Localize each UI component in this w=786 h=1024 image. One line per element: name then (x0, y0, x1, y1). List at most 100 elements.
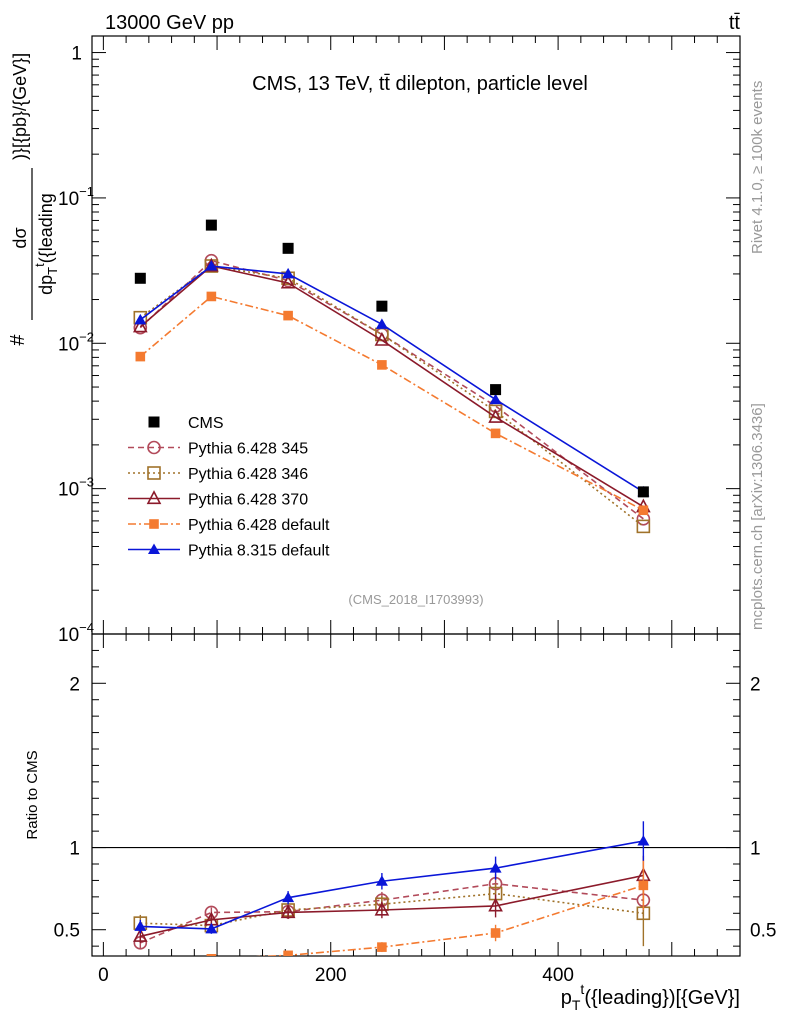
legend-label: Pythia 6.428 370 (188, 492, 308, 509)
main-series-line (139, 295, 644, 511)
ratio-series-point (282, 891, 295, 903)
legend-label: Pythia 6.428 346 (188, 466, 308, 483)
legend-label: Pythia 8.315 default (188, 543, 330, 560)
legend-marker (146, 490, 162, 505)
ratio-series-layer (132, 821, 651, 970)
main-series-point (280, 274, 296, 289)
ratio-x-axis: 0 200 400 (98, 634, 718, 986)
main-x-ticks (102, 36, 718, 634)
legend: CMS Pythia 6.428 345 Pythia 6.428 346 Pythi… (128, 415, 330, 560)
ratio-series-point (206, 953, 217, 956)
ratio-series-point (489, 862, 502, 873)
ratio-series-point (375, 875, 388, 886)
ratio-series-point (637, 835, 650, 846)
main-series-point (490, 428, 501, 439)
ratio-series-point (205, 922, 218, 934)
main-series-point (488, 408, 503, 423)
ratio-y-axis: 0.5 0.5 1 1 2 2 (54, 649, 776, 947)
analysis-id: (CMS_2018_I1703993) (348, 592, 483, 607)
main-series-point (638, 505, 649, 516)
ratio-y-tick-label-left: 1 (69, 839, 80, 860)
cms-data-point (282, 242, 294, 254)
ratio-series-line (140, 840, 644, 930)
ratio-y-tick-label-right: 2 (750, 674, 761, 695)
main-series-point (132, 318, 148, 333)
cms-data-point (637, 486, 649, 498)
rivet-label: Rivet 4.1.0, ≥ 100k events (749, 81, 766, 254)
y-label-units: )}[{pb}/{GeV}] (10, 53, 30, 160)
main-series-point (205, 260, 218, 271)
main-series-line (139, 265, 644, 508)
main-series-line (139, 265, 644, 493)
x-tick-label: 400 (542, 965, 574, 986)
main-y-tick-label: 1 (71, 44, 82, 65)
legend-marker (149, 519, 159, 529)
ratio-series-line (140, 874, 644, 938)
main-series-point (636, 519, 651, 534)
y-label-denominator: dpTt({leading (32, 193, 60, 295)
legend-marker (147, 440, 161, 455)
x-axis-label: pTt({leading})[{GeV}] (561, 981, 740, 1013)
main-series-line (139, 265, 644, 528)
main-panel: 1 10−1 10−2 10−3 10−4 CMS, 13 TeV, tt̄ dilep… (58, 35, 741, 646)
ratio-y-label: Ratio to CMS (24, 750, 41, 839)
ratio-panel: 0.5 0.5 1 1 2 2 0 200 400 (54, 633, 776, 986)
ratio-series-point (638, 880, 649, 891)
ratio-series-point (280, 904, 296, 919)
ratio-series-point (377, 942, 387, 952)
ratio-series-group (132, 821, 651, 970)
main-series-point (283, 310, 293, 321)
mcplots-label: mcplots.cern.ch [arXiv:1306.3436] (749, 403, 766, 630)
main-y-tick-label: 10−1 (58, 184, 94, 210)
chart-title: CMS, 13 TeV, tt̄ dilepton, particle leve… (252, 73, 588, 95)
energy-label: 13000 GeV pp (105, 12, 234, 34)
main-y-axis: 1 10−1 10−2 10−3 10−4 (58, 44, 740, 646)
x-tick-label: 0 (98, 965, 109, 986)
cms-data-point (490, 384, 502, 396)
legend-label-cms: CMS (188, 415, 224, 432)
ratio-y-tick-label-right: 1 (750, 839, 761, 860)
main-y-tick-label: 10−2 (58, 329, 94, 355)
cms-data-point (205, 219, 217, 231)
legend-marker (147, 466, 161, 480)
ratio-series-point (134, 920, 147, 931)
legend-marker-cms (148, 416, 160, 428)
ratio-y-tick-label-left: 0.5 (54, 921, 80, 942)
ratio-series-point (488, 897, 503, 912)
main-series-point (204, 257, 219, 272)
y-label-hash: # (7, 334, 29, 346)
cms-data-point (134, 272, 146, 284)
ratio-frame (91, 633, 741, 957)
ratio-series-line (140, 882, 644, 944)
ratio-series-point (132, 927, 148, 942)
ratio-series-point (136, 960, 146, 970)
main-series-point (134, 313, 147, 325)
legend-label: Pythia 6.428 default (188, 517, 330, 534)
legend-label: Pythia 6.428 345 (188, 441, 308, 458)
process-label: tt̄ (729, 12, 741, 34)
y-label-numerator: dσ (10, 227, 30, 248)
cms-data-point (376, 300, 388, 312)
main-y-tick-label: 10−3 (58, 475, 94, 501)
ratio-series-point (490, 928, 501, 938)
main-y-tick-label: 10−4 (58, 620, 94, 646)
ratio-series-line (140, 892, 644, 927)
main-series-point (375, 318, 388, 329)
main-series-point (377, 360, 387, 370)
x-tick-label: 200 (315, 965, 347, 986)
ratio-series-point (283, 950, 293, 956)
main-series-point (489, 393, 502, 405)
ratio-series-line (255, 884, 644, 956)
ratio-y-tick-label-left: 2 (69, 674, 80, 695)
main-series-point (135, 351, 146, 362)
main-series-layer (132, 219, 651, 534)
legend-marker (148, 543, 160, 554)
ratio-series-point (374, 901, 390, 916)
main-series-line (139, 259, 644, 520)
main-series-point (206, 291, 217, 302)
ratio-y-tick-label-right: 0.5 (750, 921, 776, 942)
main-series-point (282, 267, 295, 279)
main-series-point (374, 331, 390, 346)
main-y-label: # dσ dpTt({leading )}[{pb}/{GeV}] (7, 53, 60, 346)
